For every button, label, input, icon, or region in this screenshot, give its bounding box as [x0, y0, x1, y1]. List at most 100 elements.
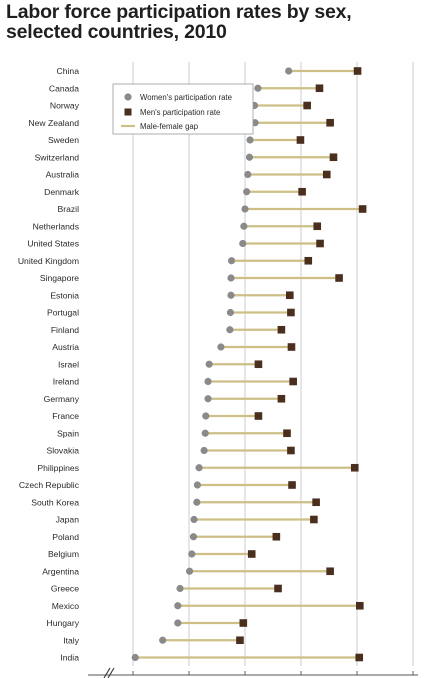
women-marker: [227, 291, 235, 299]
men-marker: [289, 377, 297, 386]
men-marker: [356, 601, 364, 610]
men-marker: [312, 498, 320, 507]
women-marker: [176, 584, 184, 593]
men-marker: [272, 532, 281, 541]
women-marker: [174, 602, 182, 610]
men-marker: [310, 515, 318, 524]
men-marker: [350, 463, 359, 472]
country-label: Belgium: [48, 549, 79, 559]
men-marker: [329, 153, 338, 162]
country-label: Portugal: [47, 308, 79, 318]
country-label: Singapore: [40, 273, 79, 283]
men-marker: [313, 222, 322, 231]
country-label: Spain: [57, 428, 79, 438]
country-label: Ireland: [53, 377, 79, 387]
men-marker: [277, 325, 286, 334]
men-marker: [355, 653, 364, 662]
dot-range-chart: China Canada Norway New Zealand Sweden Switze…: [18, 62, 418, 678]
country-label: Canada: [49, 83, 79, 93]
country-label: Norway: [50, 101, 80, 111]
axis-break-mark: [103, 667, 111, 678]
country-label: Denmark: [44, 187, 80, 197]
men-marker: [286, 291, 294, 300]
men-marker: [335, 274, 343, 282]
country-labels: China Canada Norway New Zealand Sweden Switze…: [18, 66, 80, 663]
women-marker: [200, 446, 208, 455]
country-label: Australia: [46, 170, 80, 180]
country-label: Japan: [56, 515, 80, 525]
women-marker: [227, 257, 236, 265]
country-label: Poland: [52, 532, 79, 542]
country-label: New Zealand: [28, 118, 79, 128]
country-label: Mexico: [52, 601, 79, 611]
country-label: India: [60, 653, 79, 663]
legend-women-marker: [124, 93, 132, 101]
axis-break-mark: [107, 667, 115, 678]
women-marker: [239, 239, 247, 248]
grid-lines: [132, 62, 414, 666]
women-marker: [190, 515, 198, 524]
country-label: France: [52, 411, 79, 421]
men-marker: [316, 239, 324, 248]
women-marker: [243, 188, 251, 196]
legend: Women's participation rate Men's partici…: [112, 83, 254, 135]
country-label: United Kingdom: [18, 256, 79, 266]
men-marker: [287, 446, 295, 455]
men-marker: [303, 101, 311, 110]
men-marker: [358, 205, 367, 213]
men-marker: [304, 256, 313, 265]
women-marker: [195, 464, 203, 472]
men-marker: [287, 343, 296, 351]
men-marker: [353, 67, 362, 75]
country-label: Italy: [63, 635, 79, 645]
women-marker: [241, 205, 249, 213]
country-label: South Korea: [31, 497, 79, 507]
women-marker: [185, 567, 194, 575]
women-marker: [131, 653, 139, 662]
men-marker: [315, 84, 324, 93]
country-label: Greece: [51, 584, 79, 594]
women-marker: [246, 136, 254, 144]
country-label: Estonia: [50, 290, 79, 300]
men-marker: [298, 187, 306, 196]
legend-men-marker: [124, 108, 132, 116]
women-marker: [226, 308, 235, 317]
men-marker: [254, 412, 263, 420]
country-label: Netherlands: [33, 221, 79, 231]
women-marker: [189, 533, 198, 541]
women-marker: [285, 67, 293, 75]
men-marker: [277, 394, 286, 403]
men-marker: [288, 481, 296, 489]
men-marker: [326, 567, 334, 576]
country-label: Argentina: [42, 566, 79, 576]
women-marker: [205, 360, 213, 368]
country-label: Brazil: [58, 204, 80, 214]
country-label: Czech Republic: [19, 480, 80, 490]
men-marker: [236, 636, 244, 645]
women-marker: [245, 153, 254, 161]
women-marker: [226, 326, 234, 334]
men-marker: [322, 170, 331, 179]
men-marker: [283, 429, 291, 438]
country-label: Philippines: [37, 463, 79, 473]
x-axis: [88, 667, 418, 678]
country-label: Hungary: [47, 618, 80, 628]
men-marker: [254, 360, 263, 369]
women-marker: [227, 274, 235, 282]
women-marker: [254, 84, 262, 92]
men-marker: [247, 550, 256, 558]
country-label: China: [57, 66, 80, 76]
legend-women-label: Women's participation rate: [140, 93, 232, 102]
men-marker: [296, 136, 305, 144]
country-label: Sweden: [48, 135, 79, 145]
gap-lines: [135, 69, 363, 659]
legend-box: [112, 83, 254, 135]
women-marker: [174, 619, 182, 627]
legend-men-label: Men's participation rate: [140, 108, 220, 117]
country-label: Austria: [52, 342, 79, 352]
women-marker: [201, 429, 209, 437]
country-label: Slovakia: [47, 446, 80, 456]
country-label: United States: [27, 239, 79, 249]
men-marker: [326, 118, 334, 127]
women-marker: [204, 395, 212, 403]
